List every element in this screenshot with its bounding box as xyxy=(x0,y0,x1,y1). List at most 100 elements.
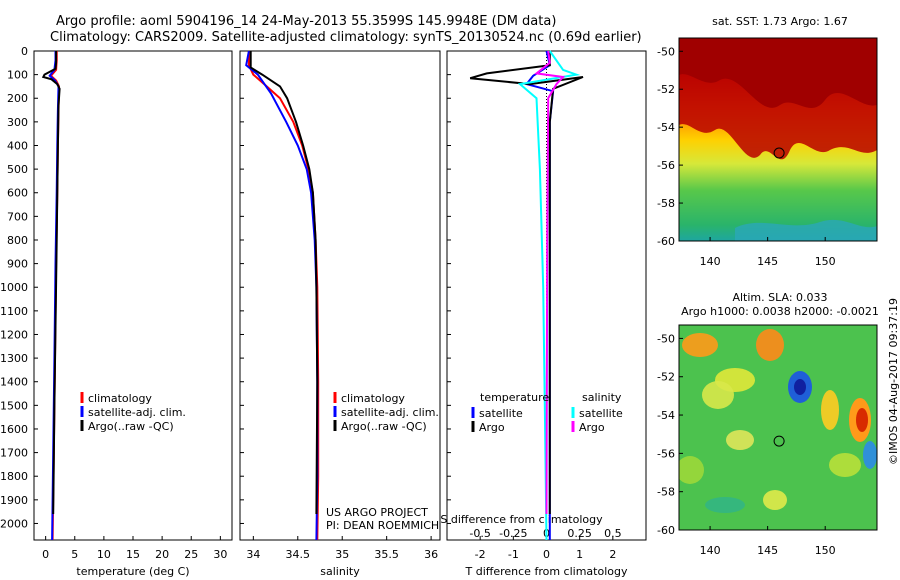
x-tick-label: 15 xyxy=(126,548,140,561)
lat-tick-label: -58 xyxy=(657,197,675,210)
legend-label: satellite xyxy=(579,407,623,420)
depth-tick-label: 0 xyxy=(21,45,28,58)
top-tick-label: -0.5 xyxy=(469,527,490,540)
x-tick-label: 34.5 xyxy=(286,548,311,561)
top-tick-label: -0.25 xyxy=(499,527,527,540)
figure-title-line1: Argo profile: aoml 5904196_14 24-May-201… xyxy=(56,14,557,29)
series-line-argo---raw--qc- xyxy=(249,51,319,515)
lon-tick-label: 150 xyxy=(815,544,836,557)
legend-title: temperature xyxy=(480,391,549,404)
top-axis-label: S difference from climatology xyxy=(440,513,603,526)
lat-tick-label: -56 xyxy=(657,447,675,460)
depth-axis: 0 100 200 300 400 500 600 700 800 900 1000 1100 1200… xyxy=(0,45,451,530)
x-tick-label: 30 xyxy=(213,548,227,561)
legend-label: satellite xyxy=(479,407,523,420)
x-tick-label: -2 xyxy=(475,548,486,561)
x-tick-label: 35 xyxy=(335,548,349,561)
difference-panel: -2 -1 0 1 2 T difference from climatology -0.5… xyxy=(440,50,647,578)
x-tick-label: 5 xyxy=(71,548,78,561)
series-line-argo xyxy=(534,50,566,515)
lon-tick-label: 145 xyxy=(757,255,778,268)
x-axis-label: T difference from climatology xyxy=(465,565,628,578)
legend-label: satellite-adj. clim. xyxy=(341,406,439,419)
legend-label: climatology xyxy=(88,392,152,405)
figure-title-line2: Climatology: CARS2009. Satellite-adjuste… xyxy=(50,30,642,45)
depth-tick-label: 1500 xyxy=(0,399,28,412)
salinity-panel-frame xyxy=(239,50,441,541)
depth-tick-label: 1400 xyxy=(0,376,28,389)
top-tick-label: 0.25 xyxy=(567,527,592,540)
x-tick-label: 0 xyxy=(42,548,49,561)
x-axis-label: salinity xyxy=(320,565,360,578)
series-line-argo xyxy=(469,51,584,514)
lat-tick-label: -60 xyxy=(657,524,675,537)
depth-tick-label: 600 xyxy=(7,187,28,200)
legend-label: satellite-adj. clim. xyxy=(88,406,186,419)
legend-label: Argo xyxy=(479,421,505,434)
x-tick-label: -1 xyxy=(508,548,519,561)
x-tick-label: 2 xyxy=(609,548,616,561)
lat-tick-label: -50 xyxy=(657,332,675,345)
legend-label: climatology xyxy=(341,392,405,405)
depth-tick-label: 700 xyxy=(7,210,28,223)
depth-tick-label: 1800 xyxy=(0,470,28,483)
sla-map-subtitle: Argo h1000: 0.0038 h2000: -0.0021 xyxy=(681,305,879,318)
depth-tick-label: 1700 xyxy=(0,447,28,460)
top-tick-label: 0.5 xyxy=(604,527,622,540)
argo-location-marker xyxy=(773,435,785,447)
sst-cold-region xyxy=(735,219,877,241)
sst-map: sat. SST: 1.73 Argo: 1.67 xyxy=(678,15,878,242)
depth-tick-label: 200 xyxy=(7,92,28,105)
temperature-panel: 0 5 10 15 20 25 30 temperature (deg C) climatolo… xyxy=(33,50,233,578)
depth-tick-label: 900 xyxy=(7,258,28,271)
argo-location-marker xyxy=(773,147,785,159)
x-tick-label: 34 xyxy=(246,548,260,561)
depth-tick-label: 1200 xyxy=(0,328,28,341)
lon-tick-label: 145 xyxy=(757,544,778,557)
depth-tick-label: 2000 xyxy=(0,517,28,530)
depth-tick-label: 1600 xyxy=(0,423,28,436)
legend-title: salinity xyxy=(582,391,622,404)
x-tick-label: 0 xyxy=(543,548,550,561)
depth-tick-label: 800 xyxy=(7,234,28,247)
sla-map-title: Altim. SLA: 0.033 xyxy=(732,291,827,304)
salinity-panel: 34 34.5 35 35.5 36 salinity climatologysatelli… xyxy=(239,50,441,578)
lat-tick-label: -52 xyxy=(657,371,675,384)
lon-tick-label: 150 xyxy=(815,255,836,268)
temperature-panel-frame xyxy=(33,50,233,541)
lat-tick-label: -54 xyxy=(657,121,675,134)
x-tick-label: 10 xyxy=(97,548,111,561)
series-line-argo---raw--qc- xyxy=(41,51,61,515)
pi-annotation: US ARGO PROJECT xyxy=(326,506,428,519)
lat-tick-label: -58 xyxy=(657,486,675,499)
x-tick-label: 25 xyxy=(184,548,198,561)
lat-tick-label: -60 xyxy=(657,235,675,248)
lat-tick-label: -54 xyxy=(657,409,675,422)
depth-tick-label: 1300 xyxy=(0,352,28,365)
x-tick-label: 1 xyxy=(576,548,583,561)
legend-label: Argo(..raw -QC) xyxy=(341,420,427,433)
map-axes: 140 145 150 -50 -52 -54 -56 -58 -60 140 145 150 -50 -… xyxy=(657,45,836,557)
lon-tick-label: 140 xyxy=(700,544,721,557)
x-tick-label: 35.5 xyxy=(374,548,399,561)
depth-tick-label: 300 xyxy=(7,116,28,129)
pi-annotation: PI: DEAN ROEMMICH xyxy=(326,519,439,532)
depth-tick-label: 1100 xyxy=(0,305,28,318)
x-tick-label: 20 xyxy=(155,548,169,561)
sst-map-title: sat. SST: 1.73 Argo: 1.67 xyxy=(712,15,848,28)
legend-label: Argo xyxy=(579,421,605,434)
series-line-satellite xyxy=(517,50,581,541)
depth-tick-label: 100 xyxy=(7,69,28,82)
depth-tick-label: 1900 xyxy=(0,494,28,507)
lon-tick-label: 140 xyxy=(700,255,721,268)
depth-tick-label: 400 xyxy=(7,139,28,152)
lat-tick-label: -50 xyxy=(657,45,675,58)
sla-map: Altim. SLA: 0.033 Argo h1000: 0.0038 h20… xyxy=(678,291,879,531)
x-axis-label: temperature (deg C) xyxy=(76,565,189,578)
lat-tick-label: -56 xyxy=(657,159,675,172)
lat-tick-label: -52 xyxy=(657,83,675,96)
legend-label: Argo(..raw -QC) xyxy=(88,420,174,433)
timestamp-stamp: ©IMOS 04-Aug-2017 09:37:19 xyxy=(887,298,900,465)
x-tick-label: 36 xyxy=(424,548,438,561)
